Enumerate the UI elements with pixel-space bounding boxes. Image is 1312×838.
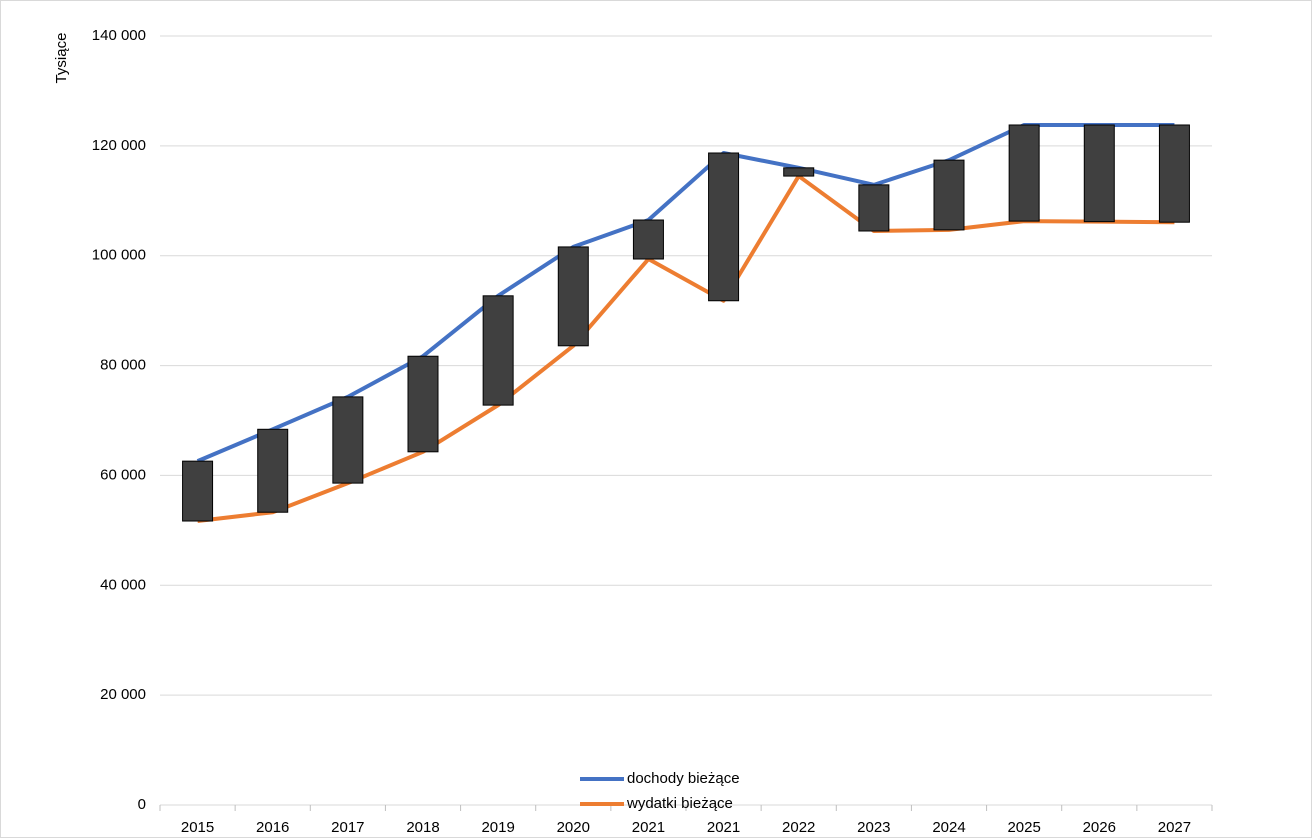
y-tick-label: 20 000 (100, 686, 146, 703)
x-tick-label: 2019 (481, 819, 514, 836)
legend-label: wydatki bieżące (626, 795, 733, 812)
up-down-bar (557, 246, 589, 347)
y-tick-label: 0 (138, 796, 146, 813)
legend-label: dochody bieżące (627, 770, 740, 787)
up-down-bar (632, 219, 664, 260)
up-down-bar (858, 184, 890, 232)
y-tick-label: 60 000 (100, 466, 146, 483)
y-tick-label: 120 000 (92, 137, 146, 154)
y-axis-label: Tysiące (53, 33, 70, 84)
x-tick-label: 2023 (857, 819, 890, 836)
y-tick-label: 140 000 (92, 27, 146, 44)
up-down-bar (708, 152, 740, 302)
y-tick-label: 80 000 (100, 357, 146, 374)
up-down-bar (1158, 124, 1190, 223)
x-tick-label: 2017 (331, 819, 364, 836)
x-tick-label: 2024 (932, 819, 965, 836)
up-down-bar (1008, 124, 1040, 222)
x-tick-label: 2020 (557, 819, 590, 836)
up-down-bar (482, 295, 514, 406)
x-tick-label: 2027 (1158, 819, 1191, 836)
up-down-bar (783, 167, 815, 177)
up-down-bar (933, 159, 965, 231)
up-down-bar (257, 428, 289, 513)
x-tick-label: 2021 (707, 819, 740, 836)
x-tick-label: 2021 (632, 819, 665, 836)
up-down-bar (407, 355, 439, 453)
x-tick-label: 2025 (1007, 819, 1040, 836)
x-tick-label: 2018 (406, 819, 439, 836)
up-down-bar (182, 460, 214, 522)
y-tick-label: 40 000 (100, 576, 146, 593)
up-down-bar (1083, 124, 1115, 223)
x-tick-label: 2016 (256, 819, 289, 836)
x-tick-label: 2015 (181, 819, 214, 836)
y-tick-label: 100 000 (92, 247, 146, 264)
up-down-bar (332, 396, 364, 484)
x-tick-label: 2022 (782, 819, 815, 836)
x-tick-label: 2026 (1083, 819, 1116, 836)
